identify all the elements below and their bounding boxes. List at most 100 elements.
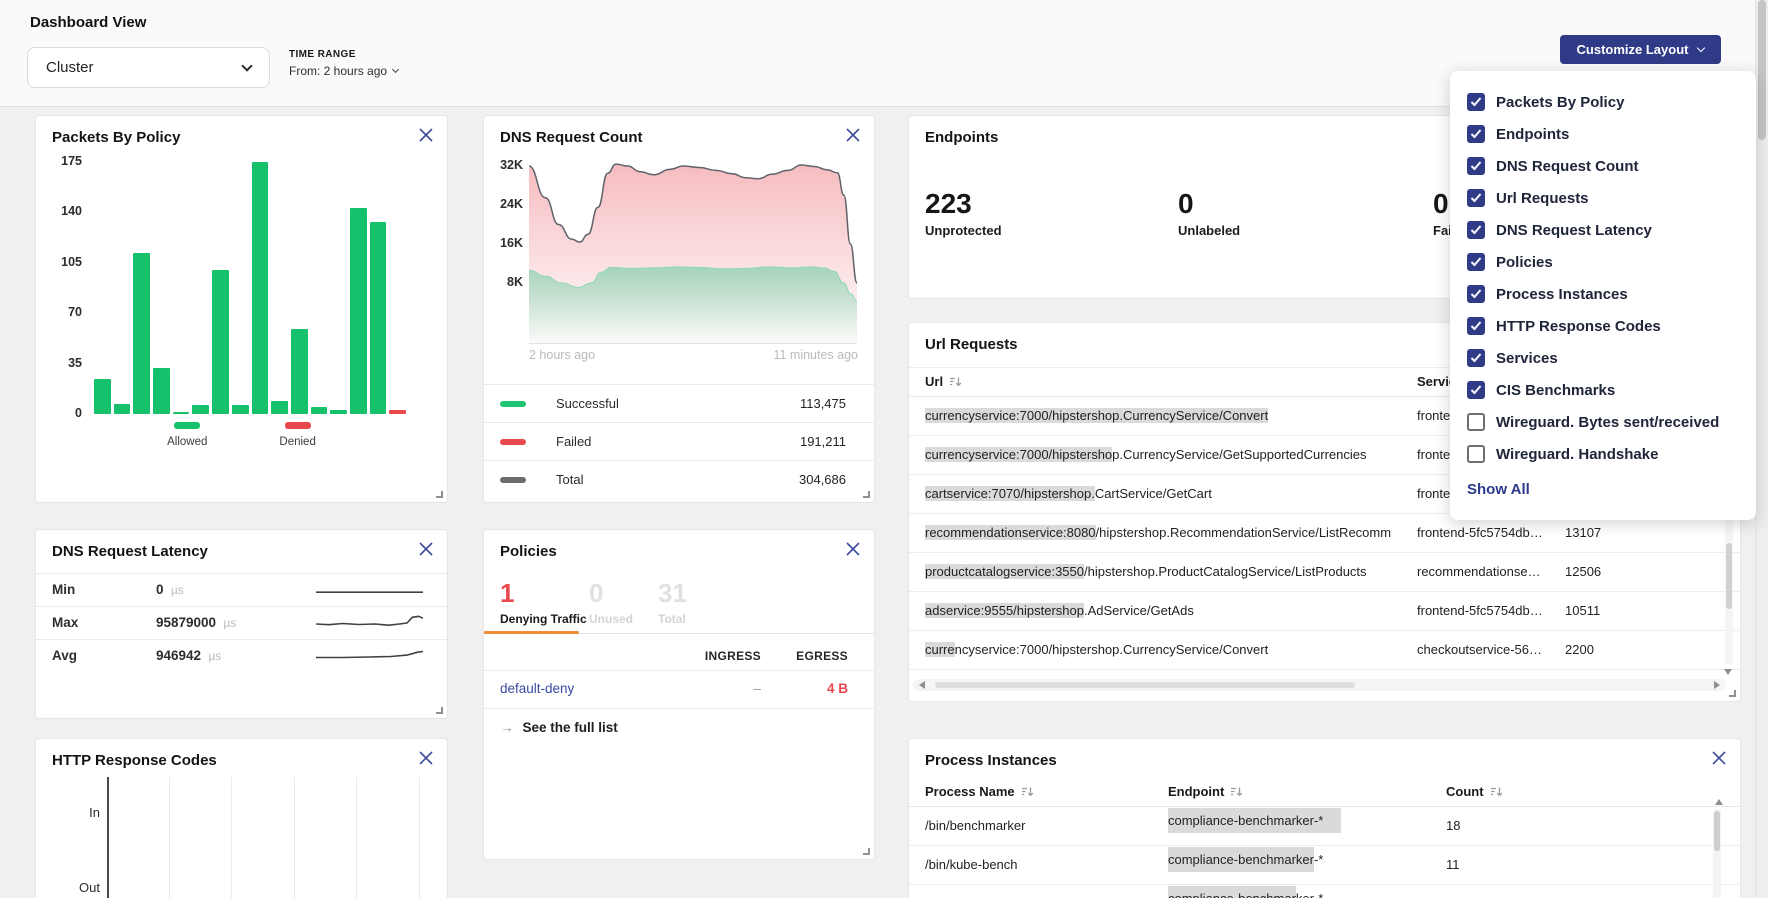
scroll-right-icon[interactable] [1714, 681, 1720, 689]
legend-value: 113,475 [799, 396, 846, 411]
view-scope-select[interactable]: Cluster [27, 47, 270, 88]
menu-item-label: CIS Benchmarks [1496, 381, 1616, 399]
checkbox-checked[interactable] [1467, 285, 1485, 303]
url-highlight: adservice:9555/hipstershop [925, 603, 1084, 618]
table-row[interactable]: productcatalogservice:3550/hipstershop.P… [909, 553, 1740, 592]
scroll-up-icon[interactable] [1715, 799, 1723, 805]
tab-total[interactable]: Total [658, 612, 686, 626]
count-cell: 12506 [1565, 564, 1602, 579]
close-icon[interactable] [418, 127, 434, 143]
legend-swatch [284, 422, 311, 429]
table-row[interactable]: currencyservice:7000/hipstershop.Currenc… [909, 631, 1740, 670]
checkbox-checked[interactable] [1467, 125, 1485, 143]
scroll-left-icon[interactable] [919, 681, 925, 689]
customize-layout-button[interactable]: Customize Layout [1560, 35, 1721, 64]
stat-label: Unprotected [925, 223, 1002, 238]
menu-item-label: Services [1496, 349, 1558, 367]
resize-handle[interactable] [436, 707, 443, 714]
menu-item-services[interactable]: Services [1467, 342, 1756, 374]
bar [271, 401, 288, 414]
resize-handle[interactable] [436, 491, 443, 498]
y-axis-tick: 32K [500, 158, 523, 172]
table-row[interactable]: adservice:9555/hipstershop.AdService/Get… [909, 592, 1740, 631]
policies-card: Policies 1 Denying Traffic 0 Unused 31 T… [483, 529, 875, 860]
menu-item-wireguard-bytes-sent-received[interactable]: Wireguard. Bytes sent/received [1467, 406, 1756, 438]
vertical-scrollbar[interactable] [1725, 403, 1733, 665]
column-header-endpoint[interactable]: Endpoint [1168, 784, 1243, 799]
policy-link[interactable]: default-deny [500, 681, 575, 696]
tab-unused[interactable]: Unused [589, 612, 634, 626]
checkbox-checked[interactable] [1467, 349, 1485, 367]
unused-count: 0 [589, 578, 604, 608]
menu-item-url-requests[interactable]: Url Requests [1467, 182, 1756, 214]
menu-item-endpoints[interactable]: Endpoints [1467, 118, 1756, 150]
page-scrollbar[interactable] [1755, 0, 1768, 898]
table-row[interactable]: /bin/kube-bench compliance-benchmarker-* 1… [909, 846, 1740, 885]
count-cell: 13107 [1565, 525, 1602, 540]
table-row[interactable]: /bin/benchmarker compliance-benchmarker-*… [909, 807, 1740, 846]
scrollbar-thumb[interactable] [1758, 0, 1766, 140]
scroll-down-icon[interactable] [1724, 669, 1732, 675]
vertical-scrollbar[interactable] [1713, 809, 1721, 898]
column-header-count[interactable]: Count [1446, 784, 1503, 799]
bar [251, 162, 269, 414]
menu-item-process-instances[interactable]: Process Instances [1467, 278, 1756, 310]
horizontal-scrollbar[interactable] [913, 679, 1726, 691]
menu-item-cis-benchmarks[interactable]: CIS Benchmarks [1467, 374, 1756, 406]
checkbox-checked[interactable] [1467, 221, 1485, 239]
checkbox-checked[interactable] [1467, 317, 1485, 335]
service-cell: recommendationse… [1417, 564, 1541, 579]
close-icon[interactable] [418, 541, 434, 557]
close-icon[interactable] [845, 541, 861, 557]
url-highlight: curre [925, 642, 955, 657]
bar-chart-legend: Allowed Denied [36, 422, 447, 448]
checkbox-checked[interactable] [1467, 253, 1485, 271]
y-axis-tick: 70 [68, 305, 82, 319]
menu-item-policies[interactable]: Policies [1467, 246, 1756, 278]
menu-item-http-response-codes[interactable]: HTTP Response Codes [1467, 310, 1756, 342]
see-full-list-link[interactable]: → See the full list [500, 720, 618, 735]
count-cell: 2200 [1565, 642, 1594, 657]
close-icon[interactable] [1711, 750, 1727, 766]
close-icon[interactable] [418, 750, 434, 766]
menu-item-wireguard-handshake[interactable]: Wireguard. Handshake [1467, 438, 1756, 470]
menu-item-packets-by-policy[interactable]: Packets By Policy [1467, 86, 1756, 118]
dns-request-count-card: DNS Request Count 32K 24K 16K 8K 2 hours ag… [483, 115, 875, 503]
total-line [529, 163, 857, 284]
table-row[interactable]: recommendationservice:8080/hipstershop.R… [909, 514, 1740, 553]
checkbox-unchecked[interactable] [1467, 445, 1485, 463]
bar [290, 329, 308, 414]
http-response-codes-card: HTTP Response Codes In Out [35, 738, 448, 898]
page-title: Dashboard View [30, 14, 147, 31]
menu-item-dns-request-count[interactable]: DNS Request Count [1467, 150, 1756, 182]
column-header-process-name[interactable]: Process Name [925, 784, 1034, 799]
close-icon[interactable] [845, 127, 861, 143]
resize-handle[interactable] [863, 848, 870, 855]
show-all-link[interactable]: Show All [1467, 481, 1530, 498]
checkbox-checked[interactable] [1467, 93, 1485, 111]
stat-unprotected: 223 Unprotected [925, 188, 1002, 238]
checkbox-checked[interactable] [1467, 381, 1485, 399]
time-range-from[interactable]: From: 2 hours ago [289, 64, 400, 78]
table-row[interactable]: benchmarker compliance-benchmarker-* 9 [909, 885, 1740, 898]
menu-item-dns-request-latency[interactable]: DNS Request Latency [1467, 214, 1756, 246]
column-header-url[interactable]: Url [925, 374, 962, 389]
checkbox-checked[interactable] [1467, 189, 1485, 207]
y-axis-tick: 105 [61, 255, 82, 269]
resize-handle[interactable] [1729, 690, 1736, 697]
table-row[interactable]: currencyservice:7000/hipstershop.Currenc… [909, 436, 1740, 475]
scrollbar-thumb[interactable] [935, 682, 1355, 688]
scrollbar-thumb[interactable] [1726, 543, 1732, 609]
legend-row: Failed 191,211 [484, 422, 874, 460]
bar [172, 412, 190, 414]
resize-handle[interactable] [863, 491, 870, 498]
scrollbar-thumb[interactable] [1714, 811, 1720, 851]
menu-item-label: HTTP Response Codes [1496, 317, 1661, 335]
count-cell: 10511 [1565, 603, 1601, 618]
column-header-label: Process Name [925, 784, 1015, 799]
checkbox-checked[interactable] [1467, 157, 1485, 175]
checkbox-unchecked[interactable] [1467, 413, 1485, 431]
tab-denying-traffic[interactable]: Denying Traffic [500, 612, 587, 626]
gridline [356, 777, 357, 898]
card-title: DNS Request Count [500, 129, 643, 146]
